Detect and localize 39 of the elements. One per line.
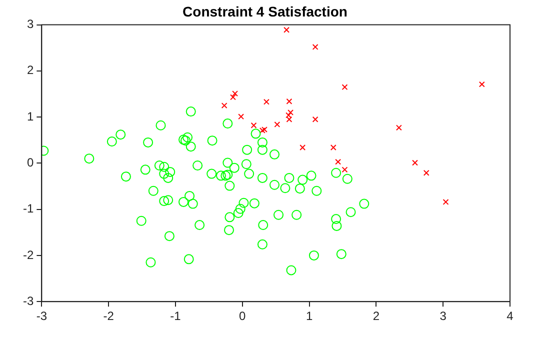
y-tick-label: 1 — [26, 109, 34, 124]
point — [330, 144, 336, 150]
y-tick-label: -2 — [23, 248, 34, 262]
point — [335, 158, 342, 165]
point — [221, 102, 228, 109]
point — [263, 98, 270, 105]
point — [342, 84, 348, 90]
x-tick-label: 4 — [506, 309, 514, 324]
point — [478, 81, 485, 88]
point — [312, 116, 318, 122]
chart-title: Constraint 4 Satisfaction — [182, 3, 348, 20]
y-tick-label: 0 — [26, 156, 34, 170]
x-tick-label: 0 — [239, 309, 246, 324]
point — [412, 160, 418, 166]
point — [342, 166, 348, 173]
point — [423, 170, 430, 176]
point — [259, 127, 266, 134]
point — [300, 144, 306, 150]
point — [238, 114, 244, 120]
x-tick-label: 1 — [306, 309, 313, 324]
y-tick-label: -1 — [23, 202, 34, 216]
point — [230, 94, 236, 100]
point — [442, 198, 449, 205]
point — [312, 44, 318, 50]
point — [284, 26, 290, 33]
point — [274, 121, 280, 128]
point — [286, 98, 292, 104]
x-tick-label: -3 — [36, 309, 48, 324]
point — [250, 122, 257, 128]
x-tick-label: -1 — [170, 309, 182, 324]
y-tick-label: 3 — [26, 17, 34, 32]
x-tick-label: 3 — [440, 309, 447, 324]
y-tick-label: 2 — [26, 63, 34, 78]
point — [232, 90, 238, 97]
point — [396, 124, 402, 131]
x-tick-label: -2 — [103, 309, 114, 324]
y-tick-label: -3 — [23, 294, 34, 308]
x-tick-label: 2 — [372, 309, 380, 324]
point — [261, 126, 268, 132]
